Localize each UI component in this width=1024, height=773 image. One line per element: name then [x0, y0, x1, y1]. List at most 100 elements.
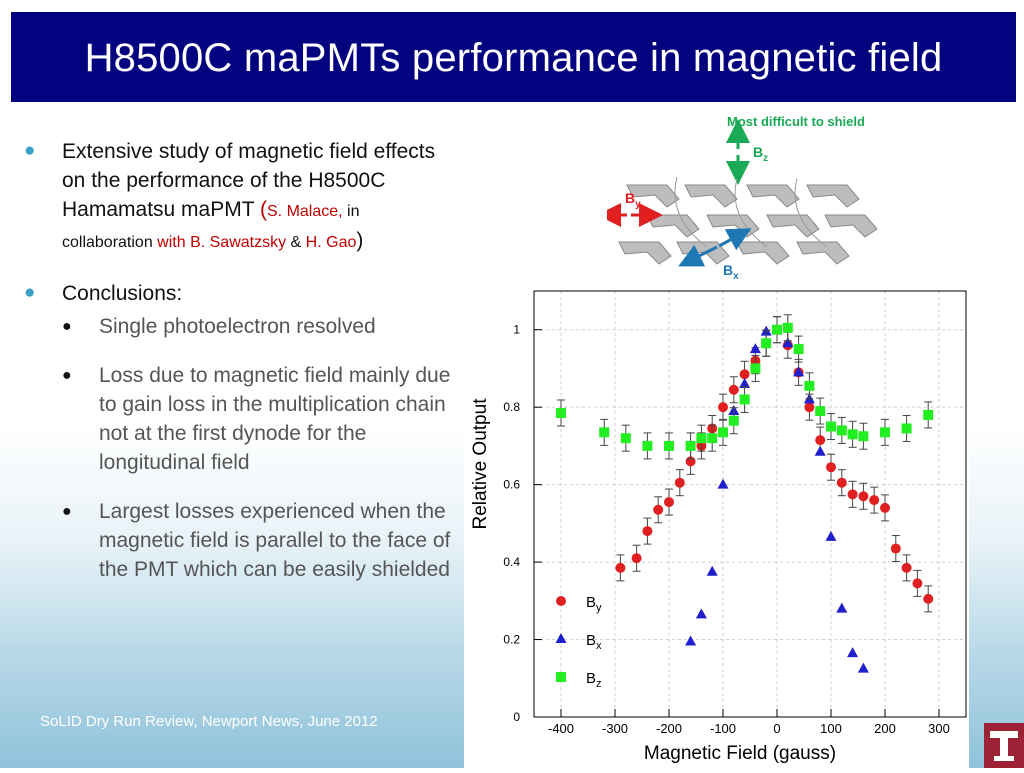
- data-point-bx: [706, 565, 718, 576]
- data-point-bz: [707, 433, 718, 444]
- legend-label: By: [586, 594, 602, 614]
- dynode-diagram-svg: Most difficult to shield Bz By Bx: [597, 114, 878, 282]
- data-point-bx: [685, 635, 697, 646]
- relative-output-chart: -400 -300 -200 -100 0 100 200 300 0 0.2 0.4 0.6 0.8 1…: [464, 283, 969, 768]
- data-point-by: [880, 502, 890, 513]
- data-point-bx: [847, 647, 859, 658]
- diagram-title: Most difficult to shield: [727, 114, 865, 129]
- data-point-bz: [696, 433, 707, 444]
- bullet-marker: ●: [24, 140, 36, 161]
- legend-label: Bx: [586, 632, 602, 652]
- data-point-bx: [749, 343, 761, 354]
- sub-bullet: ● Single photoelectron resolved: [24, 312, 454, 341]
- bz-label: Bz: [753, 144, 768, 164]
- data-point-by: [615, 562, 626, 573]
- bx-arrow-up: [718, 228, 752, 251]
- sub-bullet-marker: ●: [62, 503, 72, 520]
- data-point-by: [815, 435, 826, 446]
- data-point-by: [664, 497, 674, 508]
- data-point-bx: [857, 662, 869, 673]
- data-point-bz: [718, 427, 728, 438]
- y-tick-label: 0.2: [503, 633, 520, 647]
- data-point-bx: [814, 445, 826, 456]
- dynode-diagram: Most difficult to shield Bz By Bx: [597, 107, 893, 285]
- data-point-bz: [836, 425, 847, 436]
- x-tick-label: 300: [928, 721, 950, 736]
- y-tick-label: 0.6: [503, 478, 520, 492]
- electron-paths: [674, 176, 828, 248]
- paren-open: (: [260, 198, 267, 221]
- data-point-bz: [739, 394, 750, 405]
- footer-text: SoLID Dry Run Review, Newport News, June…: [40, 713, 378, 730]
- data-point-by: [718, 402, 728, 413]
- data-point-bz: [923, 409, 934, 420]
- data-point-bz: [599, 427, 610, 438]
- data-point-bz: [826, 421, 836, 432]
- y-tick-label: 0: [513, 710, 520, 724]
- data-point-by: [869, 495, 880, 506]
- bullet-list: ● Extensive study of magnetic field effe…: [24, 137, 454, 604]
- sub-bullet-text: Largest losses experienced when the magn…: [99, 500, 451, 581]
- data-point-by: [826, 462, 836, 473]
- data-point-bz: [556, 407, 566, 418]
- author-gao: H. Gao: [305, 234, 357, 251]
- ampersand: &: [286, 234, 306, 251]
- sub-bullet: ● Largest losses experienced when the ma…: [24, 497, 454, 584]
- data-point-bz: [728, 415, 739, 426]
- data-point-by: [739, 369, 750, 380]
- data-point-by: [890, 543, 901, 554]
- data-point-bx: [793, 366, 805, 377]
- data-point-by: [836, 477, 847, 488]
- collab-text: in collaboration: [62, 203, 360, 251]
- data-point-bz: [620, 433, 631, 444]
- data-point-bz: [772, 324, 782, 335]
- data-point-bz: [815, 406, 826, 417]
- data-point-by: [858, 491, 869, 502]
- y-tick-label: 0.4: [503, 555, 520, 569]
- data-point-bx: [695, 608, 707, 619]
- bullet-study-text: Extensive study of magnetic field effect…: [62, 140, 436, 221]
- y-tick-label: 1: [513, 323, 520, 337]
- data-point-bx: [836, 602, 848, 613]
- x-tick-label: -100: [710, 721, 736, 736]
- data-point-bx: [739, 377, 751, 388]
- data-point-by: [923, 593, 934, 604]
- bx-arrow-down: [678, 244, 718, 267]
- bullet-study: ● Extensive study of magnetic field effe…: [24, 137, 454, 257]
- bullet-conclusions: ● Conclusions:: [24, 279, 454, 308]
- temple-logo-icon: [990, 731, 1018, 761]
- paren-close: ): [356, 229, 364, 252]
- data-point-bz: [793, 344, 804, 355]
- data-point-by: [653, 504, 664, 515]
- y-tick-label: 0.8: [503, 400, 520, 414]
- author-sawatzsky: with B. Sawatzsky: [157, 234, 287, 251]
- x-tick-label: 100: [820, 721, 842, 736]
- data-point-by: [728, 384, 739, 395]
- legend-marker-bz: [556, 672, 566, 682]
- data-point-bz: [782, 322, 793, 333]
- data-point-bz: [847, 429, 858, 440]
- y-axis-label: Relative Output: [470, 398, 491, 530]
- author-malace: S. Malace,: [267, 203, 343, 220]
- title-bar: H8500C maPMTs performance in magnetic fi…: [11, 12, 1016, 102]
- sub-bullet: ● Loss due to magnetic field mainly due …: [24, 361, 454, 477]
- bullet-conclusions-text: Conclusions:: [62, 282, 183, 305]
- legend-marker-by: [556, 596, 566, 606]
- data-point-by: [847, 489, 858, 500]
- sub-bullet-text: Single photoelectron resolved: [99, 315, 376, 338]
- data-point-bz: [804, 380, 815, 391]
- x-tick-label: 0: [773, 721, 780, 736]
- x-axis-label: Magnetic Field (gauss): [644, 743, 836, 764]
- bullet-marker: ●: [24, 282, 36, 303]
- data-point-bz: [642, 440, 653, 451]
- slide-title: H8500C maPMTs performance in magnetic fi…: [84, 36, 943, 80]
- data-point-bx: [782, 337, 794, 348]
- temple-logo: [984, 723, 1024, 768]
- data-point-by: [912, 578, 923, 589]
- data-point-by: [642, 526, 653, 537]
- data-point-by: [631, 553, 642, 564]
- x-tick-label: -300: [602, 721, 628, 736]
- by-label: By: [625, 190, 641, 210]
- data-point-bx: [717, 478, 729, 489]
- x-tick-label: 200: [874, 721, 896, 736]
